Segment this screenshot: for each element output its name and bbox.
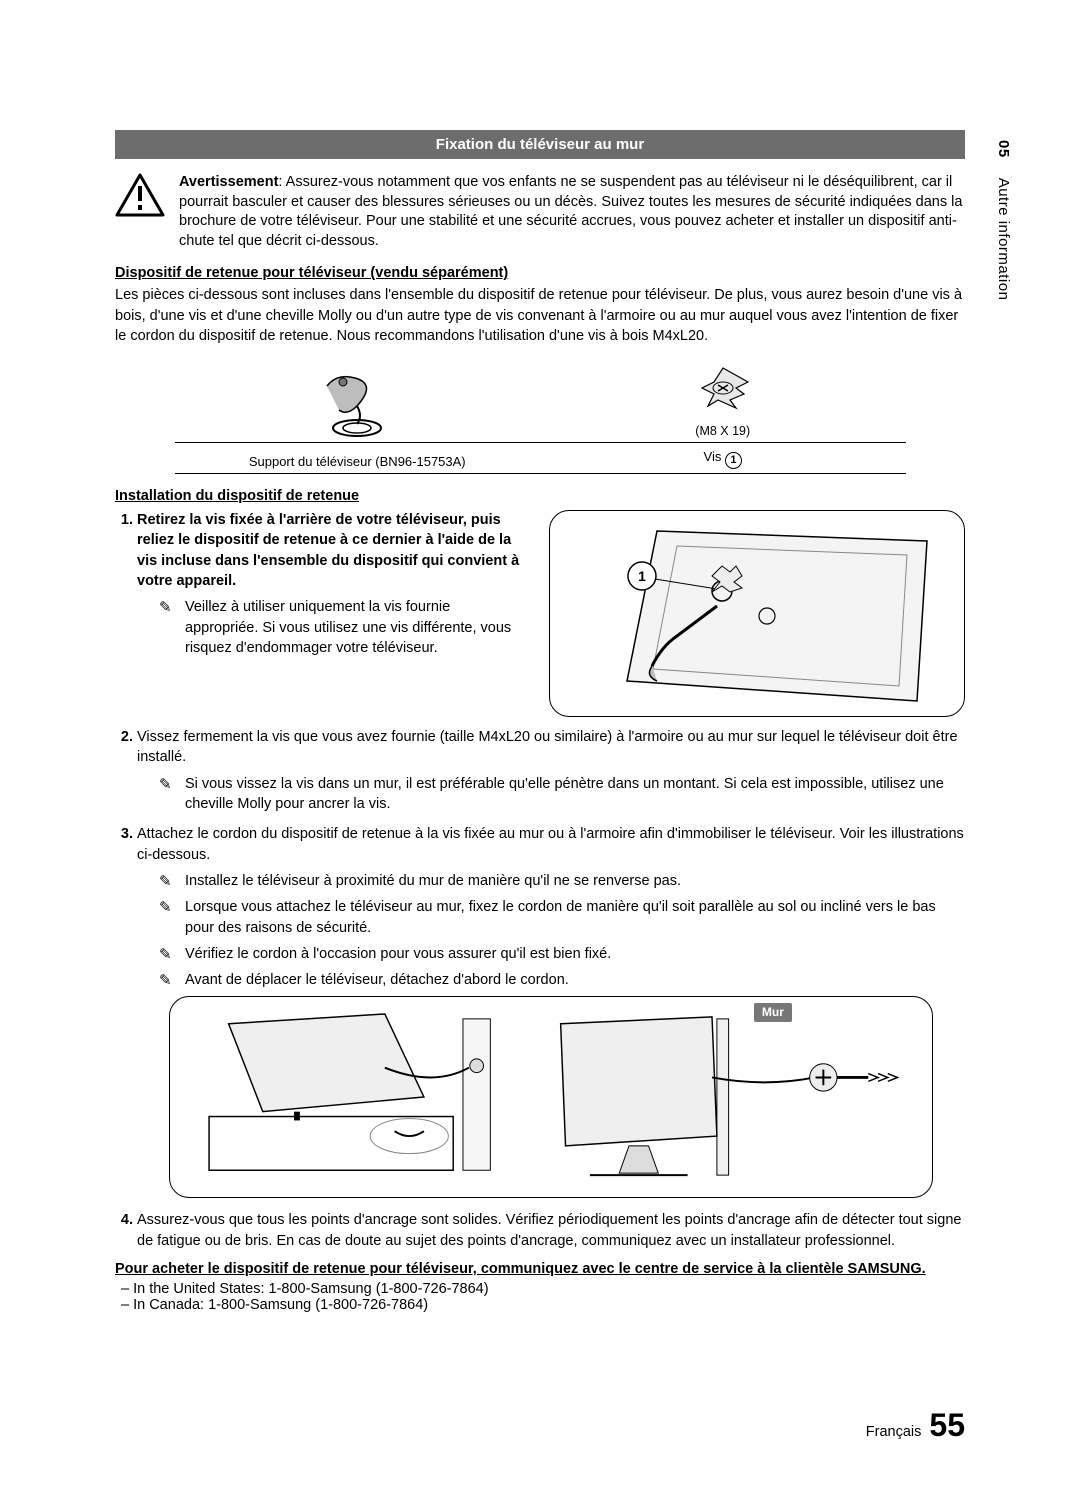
part-holder-caption: Support du téléviseur (BN96-15753A) xyxy=(175,443,541,474)
step-3-note-1: Installez le téléviseur à proximité du m… xyxy=(159,871,965,891)
heading-install: Installation du dispositif de retenue xyxy=(115,488,965,504)
manual-page: 05 Autre information Fixation du télévis… xyxy=(0,0,1080,1494)
warning-icon xyxy=(115,173,165,217)
part-screw-image-cell: (M8 X 19) xyxy=(540,356,906,443)
purchase-line: Pour acheter le dispositif de retenue po… xyxy=(115,1261,965,1277)
warning-block: Avertissement: Assurez-vous notamment qu… xyxy=(115,173,965,251)
step-1-figure: 1 xyxy=(549,510,965,717)
step-2-text: Vissez fermement la vis que vous avez fo… xyxy=(137,729,958,765)
step-4: Assurez-vous que tous les points d'ancra… xyxy=(137,1210,965,1251)
screw-size: (M8 X 19) xyxy=(546,424,900,438)
warning-text: Avertissement: Assurez-vous notamment qu… xyxy=(179,173,965,251)
screw-caption-num: 1 xyxy=(725,452,742,469)
step-3-figure: Mur xyxy=(169,996,933,1198)
label-mur: Mur xyxy=(754,1003,792,1022)
warning-bold: Avertissement xyxy=(179,174,278,190)
section-banner: Fixation du téléviseur au mur xyxy=(115,130,965,159)
warning-body: : Assurez-vous notamment que vos enfants… xyxy=(179,174,962,249)
step-3-note-3: Vérifiez le cordon à l'occasion pour vou… xyxy=(159,944,965,964)
step-1-text: Retirez la vis fixée à l'arrière de votr… xyxy=(137,512,519,589)
contact-ca: In Canada: 1-800-Samsung (1-800-726-7864… xyxy=(121,1297,965,1313)
part-screw-caption: Vis 1 xyxy=(540,443,906,474)
page-footer: Français 55 xyxy=(866,1407,965,1444)
side-tab: 05 Autre information xyxy=(995,140,1012,300)
step-2: Vissez fermement la vis que vous avez fo… xyxy=(137,727,965,814)
step-3-notes: Installez le téléviseur à proximité du m… xyxy=(137,871,965,990)
footer-page: 55 xyxy=(929,1407,965,1443)
step-2-note-1: Si vous vissez la vis dans un mur, il es… xyxy=(159,774,965,815)
steps-list: Retirez la vis fixée à l'arrière de votr… xyxy=(115,510,965,1251)
footer-lang: Français xyxy=(866,1424,922,1440)
screw-caption-prefix: Vis xyxy=(704,449,725,464)
step-3-note-2: Lorsque vous attachez le téléviseur au m… xyxy=(159,897,965,938)
contact-list: In the United States: 1-800-Samsung (1-8… xyxy=(115,1281,965,1313)
step-1-notes: Veillez à utiliser uniquement la vis fou… xyxy=(137,597,521,658)
parts-table: (M8 X 19) Support du téléviseur (BN96-15… xyxy=(175,356,906,474)
step-3: Attachez le cordon du dispositif de rete… xyxy=(137,824,965,1198)
part-holder-image-cell xyxy=(175,356,541,443)
svg-text:1: 1 xyxy=(638,568,646,584)
step-3-note-4: Avant de déplacer le téléviseur, détache… xyxy=(159,970,965,990)
step-3-text: Attachez le cordon du dispositif de rete… xyxy=(137,826,964,862)
section-label: Autre information xyxy=(995,178,1012,301)
step-1: Retirez la vis fixée à l'arrière de votr… xyxy=(137,510,965,717)
step-1-note-1: Veillez à utiliser uniquement la vis fou… xyxy=(159,597,521,658)
contact-us: In the United States: 1-800-Samsung (1-8… xyxy=(121,1281,965,1297)
heading-restraint-kit: Dispositif de retenue pour téléviseur (v… xyxy=(115,265,965,281)
step-2-notes: Si vous vissez la vis dans un mur, il es… xyxy=(137,774,965,815)
step-4-text: Assurez-vous que tous les points d'ancra… xyxy=(137,1212,961,1248)
section-number: 05 xyxy=(995,140,1012,158)
para-kit-desc: Les pièces ci-dessous sont incluses dans… xyxy=(115,285,965,346)
